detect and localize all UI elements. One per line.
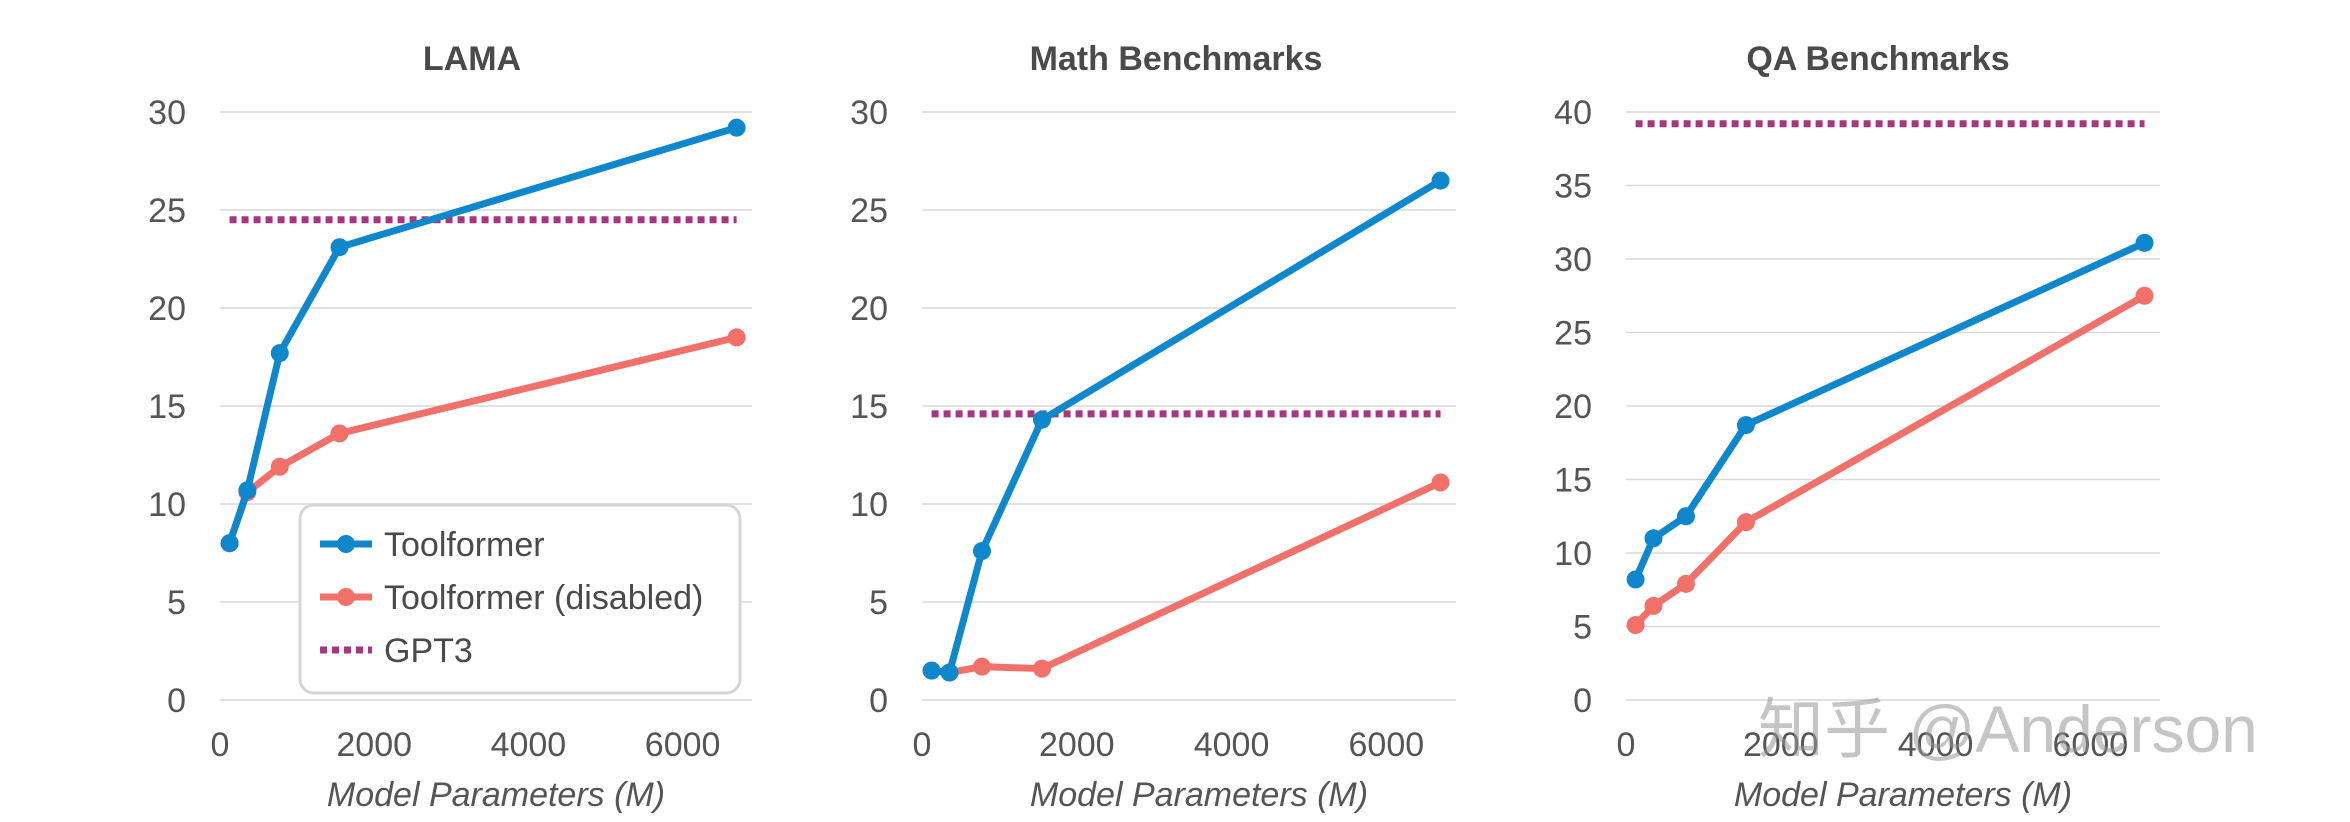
x-tick-label: 0 — [1617, 726, 1636, 764]
data-point-toolformer — [2135, 233, 2154, 252]
series-line-toolformer — [226, 124, 738, 545]
legend-label-gpt3: GPT3 — [384, 632, 473, 670]
chart-title: Math Benchmarks — [1030, 40, 1323, 78]
x-axis-label: Model Parameters (M) — [327, 776, 665, 814]
y-tick-label: 25 — [850, 192, 888, 230]
y-tick-label: 30 — [1554, 241, 1592, 279]
y-tick-label: 0 — [1573, 682, 1592, 720]
data-point-toolformer — [1676, 507, 1695, 526]
data-point-toolformer-disabled — [270, 457, 289, 476]
y-tick-label: 30 — [850, 94, 888, 132]
data-point-toolformer-disabled — [2135, 286, 2154, 305]
legend: Toolformer Toolformer (disabled) GPT3 — [298, 503, 742, 695]
legend-box — [298, 503, 742, 695]
legend-label-toolformer: Toolformer — [384, 526, 545, 564]
y-tick-label: 5 — [167, 584, 186, 622]
data-point-toolformer-disabled — [1676, 574, 1695, 593]
x-tick-label: 4000 — [1194, 726, 1270, 764]
data-point-toolformer-disabled — [1626, 616, 1645, 635]
x-tick-label: 4000 — [491, 726, 567, 764]
x-tick-label: 4000 — [1898, 726, 1974, 764]
data-point-toolformer — [1736, 416, 1755, 435]
data-point-toolformer-disabled — [330, 424, 349, 443]
y-tick-label: 5 — [869, 584, 888, 622]
data-point-toolformer — [727, 118, 746, 137]
legend-marker-toolformer-disabled — [337, 588, 355, 606]
data-point-toolformer — [238, 481, 257, 500]
y-tick-label: 30 — [148, 94, 186, 132]
x-tick-label: 2000 — [1039, 726, 1115, 764]
y-tick-label: 25 — [148, 192, 186, 230]
x-tick-label: 6000 — [645, 726, 721, 764]
data-point-toolformer — [940, 663, 959, 682]
y-tick-label: 15 — [850, 388, 888, 426]
x-tick-label: 0 — [913, 726, 932, 764]
data-point-toolformer — [922, 661, 941, 680]
data-point-toolformer-disabled — [1431, 473, 1450, 492]
legend-label-toolformer-disabled: Toolformer (disabled) — [384, 579, 703, 617]
y-tick-label: 10 — [850, 486, 888, 524]
chart-panel-0: LAMA 0 5 10 15 20 25 30 0 2000 4000 6000 Model Param… — [148, 40, 752, 814]
data-point-toolformer — [220, 534, 239, 553]
y-tick-label: 25 — [1554, 315, 1592, 353]
data-point-toolformer-disabled — [1736, 513, 1755, 532]
y-tick-label: 5 — [1573, 609, 1592, 647]
data-point-toolformer — [1626, 570, 1645, 589]
y-tick-label: 20 — [148, 290, 186, 328]
y-tick-label: 0 — [869, 682, 888, 720]
chart-title: QA Benchmarks — [1746, 40, 2009, 78]
y-tick-label: 15 — [1554, 462, 1592, 500]
y-tick-label: 15 — [148, 388, 186, 426]
data-point-toolformer — [1431, 171, 1450, 190]
series-line-toolformer-disabled — [931, 479, 1443, 677]
data-point-toolformer-disabled — [1032, 659, 1051, 678]
data-point-toolformer — [270, 344, 289, 363]
y-tick-label: 10 — [1554, 535, 1592, 573]
y-tick-label: 10 — [148, 486, 186, 524]
data-point-toolformer — [1644, 529, 1663, 548]
chart-title: LAMA — [423, 40, 521, 78]
x-tick-label: 6000 — [1349, 726, 1425, 764]
y-tick-label: 0 — [167, 682, 186, 720]
series-line-toolformer — [1632, 239, 2146, 581]
series-line-toolformer-disabled — [1633, 292, 2147, 628]
data-point-toolformer-disabled — [727, 328, 746, 347]
x-tick-label: 0 — [211, 726, 230, 764]
x-axis-label: Model Parameters (M) — [1030, 776, 1368, 814]
y-tick-label: 20 — [850, 290, 888, 328]
data-point-toolformer — [330, 238, 349, 257]
x-tick-label: 2000 — [336, 726, 412, 764]
data-point-toolformer-disabled — [972, 657, 991, 676]
y-tick-label: 40 — [1554, 94, 1592, 132]
x-axis-label: Model Parameters (M) — [1734, 776, 2072, 814]
data-point-toolformer — [972, 542, 991, 561]
x-tick-label: 6000 — [2053, 726, 2129, 764]
y-tick-label: 20 — [1554, 388, 1592, 426]
data-point-toolformer-disabled — [1644, 596, 1663, 615]
data-point-toolformer — [1032, 410, 1051, 429]
legend-marker-toolformer — [337, 535, 355, 553]
y-tick-label: 35 — [1554, 168, 1592, 206]
x-tick-label: 2000 — [1743, 726, 1819, 764]
chart-panel-1: Math Benchmarks 0 5 10 15 20 25 30 0 2000 4000 6000… — [850, 40, 1456, 814]
watermark: 知乎 @Anderson — [1758, 692, 2258, 766]
chart-panel-2: QA Benchmarks 0 5 10 15 20 25 30 35 40 0 2000 4000 60… — [1554, 40, 2160, 814]
